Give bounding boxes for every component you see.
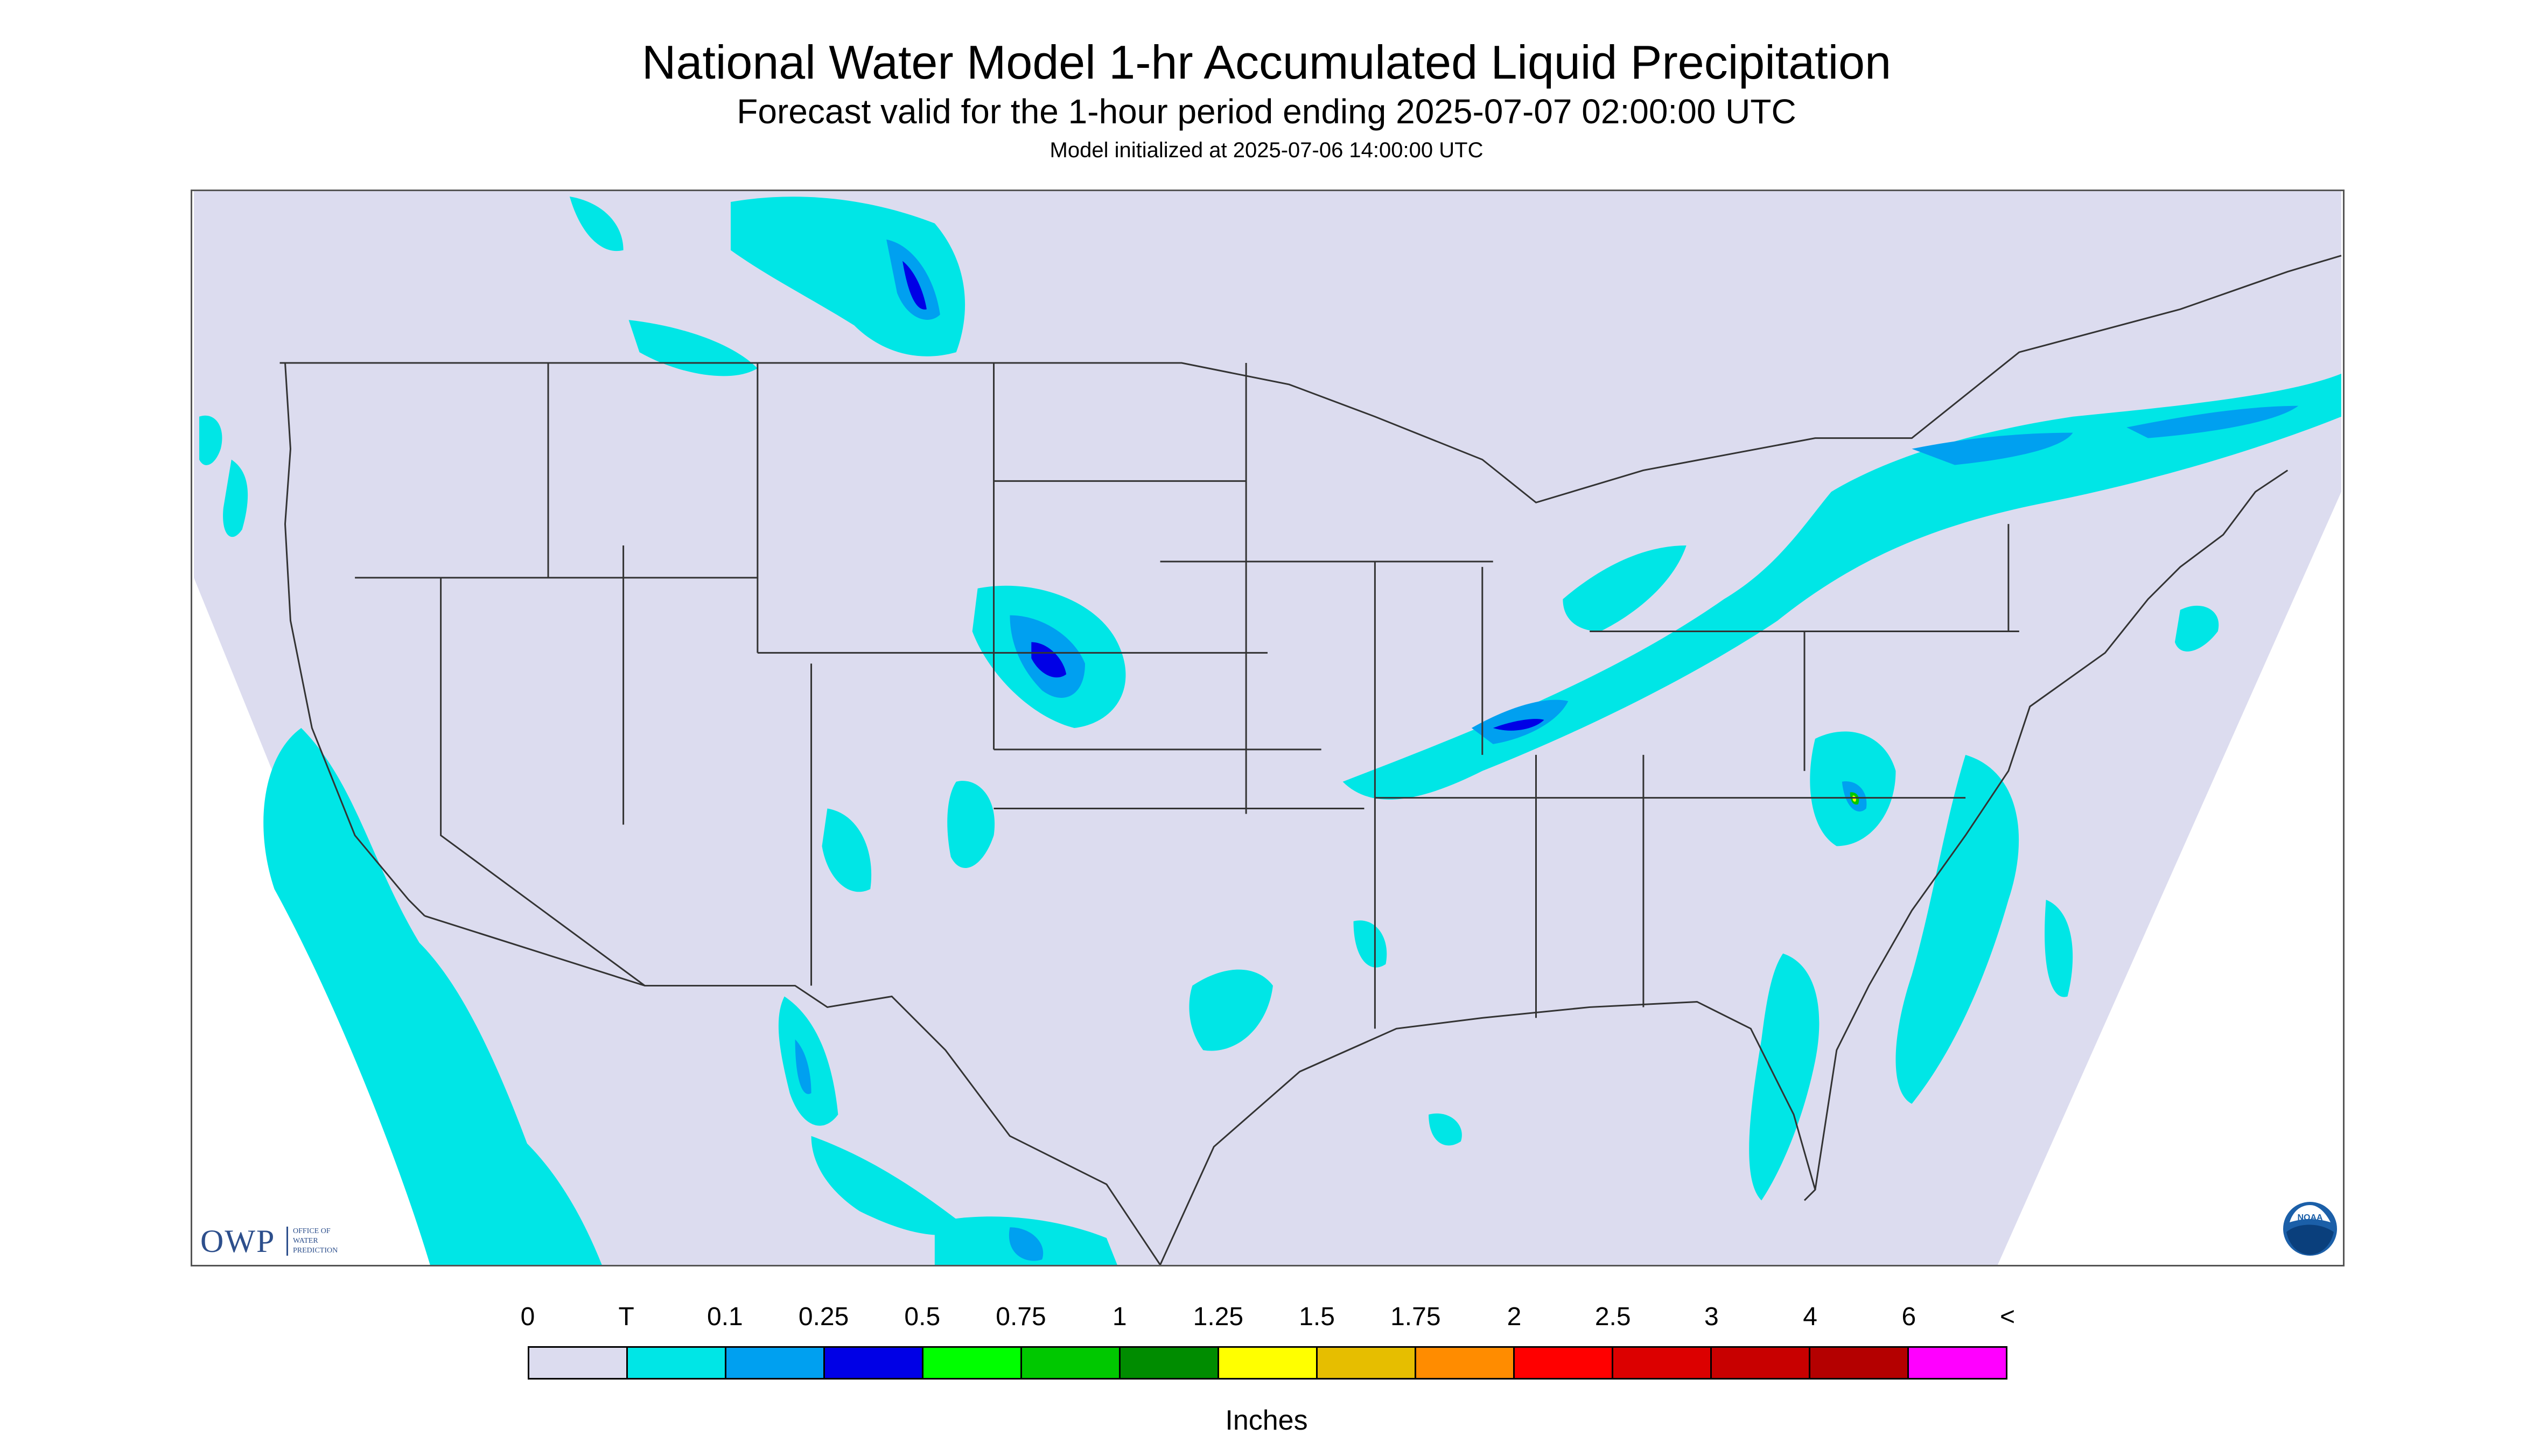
precip-area-trace bbox=[1353, 920, 1387, 968]
precip-area-trace bbox=[1342, 373, 2341, 800]
owp-logo: OWP OFFICE OF WATER PREDICTION bbox=[197, 1222, 380, 1260]
svg-text:NOAA: NOAA bbox=[2297, 1213, 2323, 1222]
legend-swatch-13 bbox=[1810, 1348, 1909, 1378]
boundary-lines bbox=[279, 255, 2342, 1265]
owp-logo-divider bbox=[286, 1227, 288, 1256]
model-init-text: Model initialized at 2025-07-06 14:00:00… bbox=[1049, 138, 1484, 162]
legend-label: < bbox=[1999, 1303, 2016, 1331]
precipitation-map[interactable] bbox=[191, 190, 2345, 1266]
precip-area-light bbox=[1912, 432, 2073, 465]
precip-area-trace bbox=[473, 1103, 602, 1265]
precip-area-light bbox=[2126, 405, 2299, 438]
precip-area-moderate bbox=[1031, 642, 1067, 678]
legend-swatch-12 bbox=[1712, 1348, 1810, 1378]
precip-area-trace bbox=[1895, 754, 2019, 1104]
owp-logo-text: OWP bbox=[200, 1223, 276, 1259]
precip-area-light bbox=[1009, 1227, 1044, 1261]
precip-area-trace bbox=[569, 196, 624, 251]
owp-logo-subtext: OFFICE OF WATER PREDICTION bbox=[293, 1227, 338, 1255]
legend-label: 2 bbox=[1507, 1303, 1522, 1331]
legend-swatch-8 bbox=[1318, 1348, 1416, 1378]
legend-label: 1.75 bbox=[1390, 1303, 1441, 1331]
forecast-valid-subtitle: Forecast valid for the 1-hour period end… bbox=[737, 92, 1796, 131]
noaa-logo: NOAA bbox=[2282, 1201, 2338, 1257]
precipitation-layer bbox=[199, 196, 2341, 1265]
legend-swatch-2 bbox=[726, 1348, 825, 1378]
legend-label: 1.25 bbox=[1193, 1303, 1244, 1331]
legend-label: 6 bbox=[1901, 1303, 1916, 1331]
precip-area-trace bbox=[1189, 969, 1273, 1051]
legend-label: 0.5 bbox=[904, 1303, 941, 1331]
precip-area-trace bbox=[1563, 545, 1687, 632]
precip-area-moderate bbox=[902, 261, 927, 310]
map-title: National Water Model 1-hr Accumulated Li… bbox=[641, 36, 1892, 89]
precip-area-trace bbox=[947, 781, 995, 869]
legend-label: 0.25 bbox=[798, 1303, 849, 1331]
legend-swatch-7 bbox=[1219, 1348, 1318, 1378]
legend-color-bar bbox=[528, 1346, 2007, 1380]
legend-swatch-4 bbox=[923, 1348, 1022, 1378]
precip-area-trace bbox=[223, 459, 248, 537]
precip-area-trace bbox=[2045, 900, 2073, 997]
legend-label: 1.5 bbox=[1299, 1303, 1335, 1331]
precip-area-trace bbox=[778, 996, 838, 1126]
legend-label: 0.75 bbox=[996, 1303, 1046, 1331]
legend-label: 4 bbox=[1803, 1303, 1817, 1331]
legend-label: 0 bbox=[520, 1303, 535, 1331]
legend-swatch-14 bbox=[1909, 1348, 2006, 1378]
map-background bbox=[194, 191, 2341, 1265]
legend-swatch-6 bbox=[1121, 1348, 1219, 1378]
precip-area-trace bbox=[822, 808, 872, 892]
legend-swatch-11 bbox=[1613, 1348, 1712, 1378]
precip-area-moderate bbox=[1493, 719, 1544, 731]
legend-swatch-0 bbox=[529, 1348, 628, 1378]
legend-label: 2.5 bbox=[1594, 1303, 1631, 1331]
precip-area-light bbox=[795, 1039, 811, 1094]
precip-area-trace bbox=[1429, 1113, 1462, 1146]
legend-units: Inches bbox=[1225, 1405, 1308, 1436]
legend-label: 3 bbox=[1704, 1303, 1719, 1331]
precip-area-trace bbox=[811, 1136, 967, 1235]
precip-area-trace bbox=[2174, 605, 2219, 652]
legend-swatch-3 bbox=[825, 1348, 923, 1378]
legend-label: 1 bbox=[1112, 1303, 1127, 1331]
legend-labels: 0 T 0.1 0.25 0.5 0.75 1 1.25 1.5 1.75 2 2.5 3 4 6 < bbox=[521, 1302, 2020, 1334]
legend-label: 0.1 bbox=[707, 1303, 743, 1331]
legend-swatch-5 bbox=[1022, 1348, 1121, 1378]
legend-swatch-9 bbox=[1416, 1348, 1515, 1378]
precip-area-trace bbox=[199, 415, 222, 465]
precip-area-trace bbox=[628, 320, 758, 376]
legend-label: T bbox=[618, 1303, 634, 1331]
legend-swatch-10 bbox=[1515, 1348, 1613, 1378]
precip-area-trace bbox=[1749, 953, 1820, 1201]
legend-swatch-1 bbox=[628, 1348, 726, 1378]
precip-area-trace bbox=[731, 197, 965, 356]
